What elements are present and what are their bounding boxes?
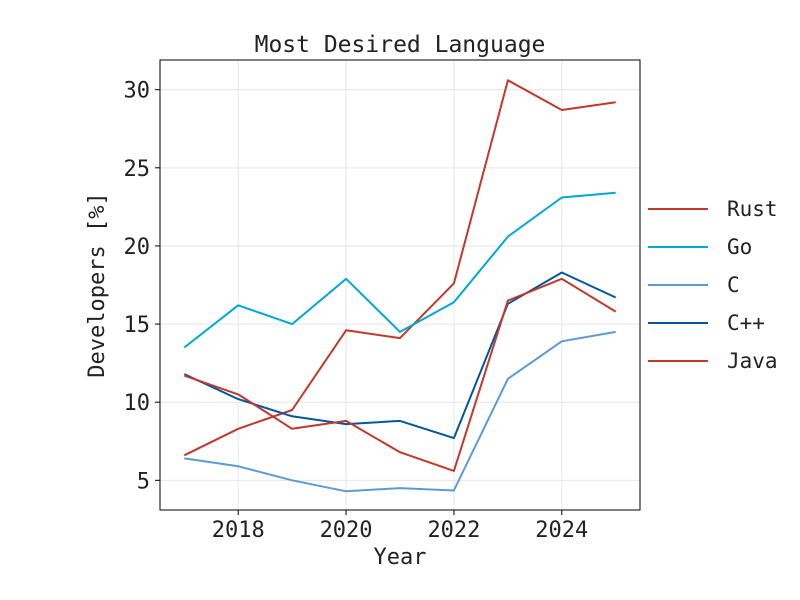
x-tick-label: 2022 <box>427 518 480 543</box>
x-tick-label: 2018 <box>212 518 265 543</box>
legend-label-rust: Rust <box>727 197 778 221</box>
legend-label-cpp: C++ <box>727 311 765 335</box>
y-tick-label: 30 <box>124 79 151 104</box>
y-tick-label: 10 <box>124 391 151 416</box>
legend-label-go: Go <box>727 235 752 259</box>
legend-label-java: Java <box>727 349 778 373</box>
grid <box>160 60 640 510</box>
x-axis-label: Year <box>374 545 427 570</box>
series-line-go <box>183 191 616 349</box>
series-line-cpp <box>183 271 617 440</box>
x-tick-label: 2024 <box>535 518 588 543</box>
series-line-java <box>183 277 617 472</box>
legend: Rust Go C C++ Java <box>648 197 778 373</box>
legend-label-c: C <box>727 273 740 297</box>
y-axis-label: Developers [%] <box>85 192 110 377</box>
y-tick-label: 5 <box>137 469 150 494</box>
series-line-c <box>184 330 616 493</box>
x-axis: 2018 2020 2022 2024 <box>212 510 588 543</box>
plot-frame <box>159 59 641 511</box>
x-tick-label: 2020 <box>320 518 373 543</box>
y-tick-label: 15 <box>124 313 151 338</box>
y-axis: 5 10 15 20 25 30 <box>124 79 160 494</box>
y-tick-label: 25 <box>124 157 151 182</box>
chart-title: Most Desired Language <box>255 32 546 58</box>
series-line-rust <box>183 79 616 457</box>
series-lines <box>183 79 617 493</box>
y-tick-label: 20 <box>124 235 151 260</box>
